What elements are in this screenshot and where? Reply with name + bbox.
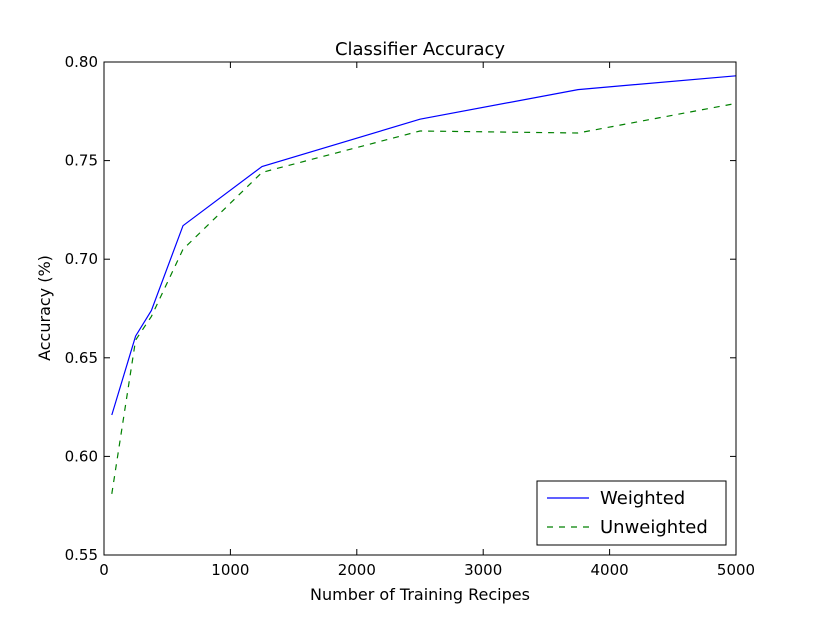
legend-box (536, 480, 727, 546)
y-tick-label: 0.60 (65, 447, 98, 465)
x-axis: 0 1000 2000 3000 4000 5000 (99, 62, 755, 579)
chart-title: Classifier Accuracy (335, 39, 505, 60)
y-tick-label: 0.75 (65, 152, 98, 170)
y-tick-label: 0.55 (65, 546, 98, 564)
y-tick-label: 0.65 (65, 349, 98, 367)
plot-frame (103, 61, 737, 556)
x-axis-label: Number of Training Recipes (310, 585, 530, 604)
series-line-unweighted (111, 102, 737, 494)
x-tick-label: 0 (99, 561, 109, 579)
y-axis: 0.55 0.60 0.65 0.70 0.75 0.80 (65, 53, 736, 564)
series-line-weighted (111, 75, 737, 416)
y-tick-label: 0.70 (65, 250, 98, 268)
legend-label: Weighted (600, 488, 685, 509)
y-axis-label: Accuracy (%) (35, 255, 54, 361)
legend: Weighted Unweighted (536, 480, 727, 546)
x-tick-label: 4000 (591, 561, 629, 579)
x-tick-label: 3000 (464, 561, 502, 579)
x-tick-label: 1000 (211, 561, 249, 579)
x-tick-label: 2000 (338, 561, 376, 579)
plot-lines (111, 75, 737, 494)
x-tick-label: 5000 (717, 561, 755, 579)
legend-label: Unweighted (600, 517, 708, 538)
y-tick-label: 0.80 (65, 53, 98, 71)
